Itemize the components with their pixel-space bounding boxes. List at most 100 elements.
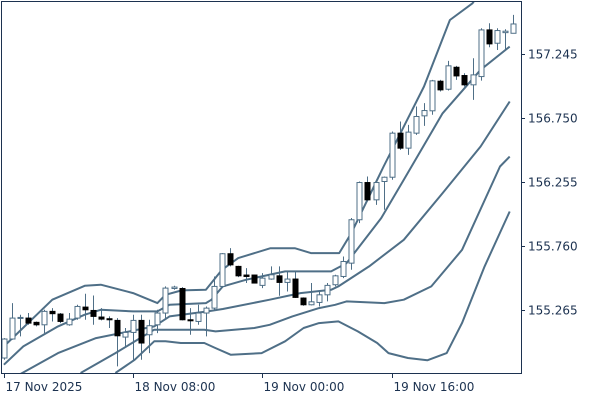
- candle: [187, 308, 194, 335]
- candle: [2, 338, 8, 360]
- candle: [381, 176, 388, 210]
- candle-body-bull: [494, 30, 501, 44]
- candle: [478, 28, 485, 81]
- x-tick-label: 19 Nov 16:00: [394, 380, 475, 394]
- y-tick-label: 156.255: [528, 176, 578, 190]
- y-tick-label: 155.760: [528, 240, 578, 254]
- candle: [130, 314, 137, 360]
- candle-body-bull: [130, 319, 137, 333]
- candle-body-bull: [478, 29, 485, 78]
- band-line-4: [80, 155, 511, 373]
- candle: [494, 28, 501, 50]
- candle: [74, 304, 81, 320]
- candle-body-bear: [49, 310, 56, 315]
- candle: [251, 274, 258, 284]
- candle: [122, 328, 129, 347]
- candle: [356, 181, 363, 224]
- candle-body-bear: [397, 132, 404, 149]
- y-tick-label: 157.245: [528, 48, 578, 62]
- candle: [57, 313, 64, 324]
- candle: [49, 308, 56, 322]
- candle-body-bull: [373, 182, 380, 201]
- candle: [397, 121, 404, 150]
- candle-body-bull: [381, 176, 388, 182]
- candle: [292, 271, 299, 299]
- candle: [235, 265, 242, 278]
- candle: [25, 313, 32, 325]
- y-tick-label: 155.265: [528, 304, 578, 318]
- candle: [486, 23, 493, 48]
- candle-body-bear: [251, 274, 258, 284]
- candle-body-bull: [324, 284, 331, 296]
- candle-body-bull: [171, 286, 178, 289]
- candle-body-bull: [162, 287, 169, 314]
- candle: [413, 106, 420, 135]
- candle-body-bull: [340, 260, 347, 277]
- candle-body-bear: [437, 80, 444, 91]
- candle: [219, 253, 226, 288]
- x-tick-label: 19 Nov 00:00: [264, 380, 345, 394]
- candle: [308, 283, 315, 306]
- candle-body-bull: [122, 331, 129, 338]
- candle: [114, 318, 121, 367]
- candle-body-bear: [461, 75, 468, 86]
- candle: [437, 79, 444, 92]
- candle-body-bear: [25, 317, 32, 324]
- candle: [179, 287, 186, 321]
- candle: [9, 303, 16, 340]
- candle-body-bear: [187, 319, 194, 322]
- candle-body-bear: [243, 274, 250, 277]
- candle: [373, 179, 380, 205]
- candle: [259, 273, 266, 289]
- candle-body-bear: [453, 66, 460, 77]
- candle: [146, 319, 153, 354]
- candle-body-bear: [138, 319, 145, 344]
- candle: [364, 176, 371, 202]
- candle-body-bull: [74, 305, 81, 319]
- x-axis: 17 Nov 2025 18 Nov 08:00 19 Nov 00:00 19 No…: [4, 373, 475, 394]
- band-line-1: [3, 2, 475, 348]
- candle-body-bear: [33, 321, 40, 326]
- candle-body-bull: [413, 115, 420, 134]
- candle: [276, 266, 283, 296]
- candle-body-bear: [82, 306, 89, 311]
- candle-body-bull: [502, 30, 509, 34]
- candle: [324, 283, 331, 302]
- candle: [284, 271, 291, 292]
- candle-body-bull: [203, 307, 210, 314]
- candle-body-bear: [300, 297, 307, 306]
- candle: [33, 321, 40, 327]
- candle-body-bull: [510, 23, 517, 34]
- candle-body-bear: [292, 278, 299, 298]
- candle-body-bull: [421, 110, 428, 117]
- candle-body-bear: [235, 265, 242, 277]
- candle: [445, 60, 452, 91]
- candle-body-bull: [405, 131, 412, 149]
- candle: [203, 306, 210, 337]
- candle: [300, 297, 307, 306]
- candle: [268, 266, 275, 280]
- candle-body-bear: [486, 29, 493, 45]
- candle-body-bull: [146, 325, 153, 336]
- candle-body-bear: [227, 253, 234, 266]
- candle-body-bull: [17, 316, 24, 319]
- candle: [405, 124, 412, 155]
- candle: [154, 309, 161, 334]
- candle-body-bear: [90, 309, 97, 317]
- candle-body-bull: [195, 312, 202, 322]
- candle: [195, 304, 202, 325]
- candle-body-bull: [429, 80, 436, 112]
- candle: [66, 313, 73, 326]
- candle: [106, 316, 113, 329]
- candle: [138, 314, 145, 360]
- candle-body-bull: [316, 294, 323, 303]
- x-tick-label: 18 Nov 08:00: [135, 380, 216, 394]
- candle-body-bear: [98, 316, 105, 320]
- candle-body-bull: [66, 318, 73, 326]
- candle: [98, 308, 105, 321]
- candle-body-bull: [219, 253, 226, 287]
- candle-body-bull: [332, 275, 339, 286]
- candle-body-bull: [211, 285, 218, 309]
- candle: [162, 286, 169, 319]
